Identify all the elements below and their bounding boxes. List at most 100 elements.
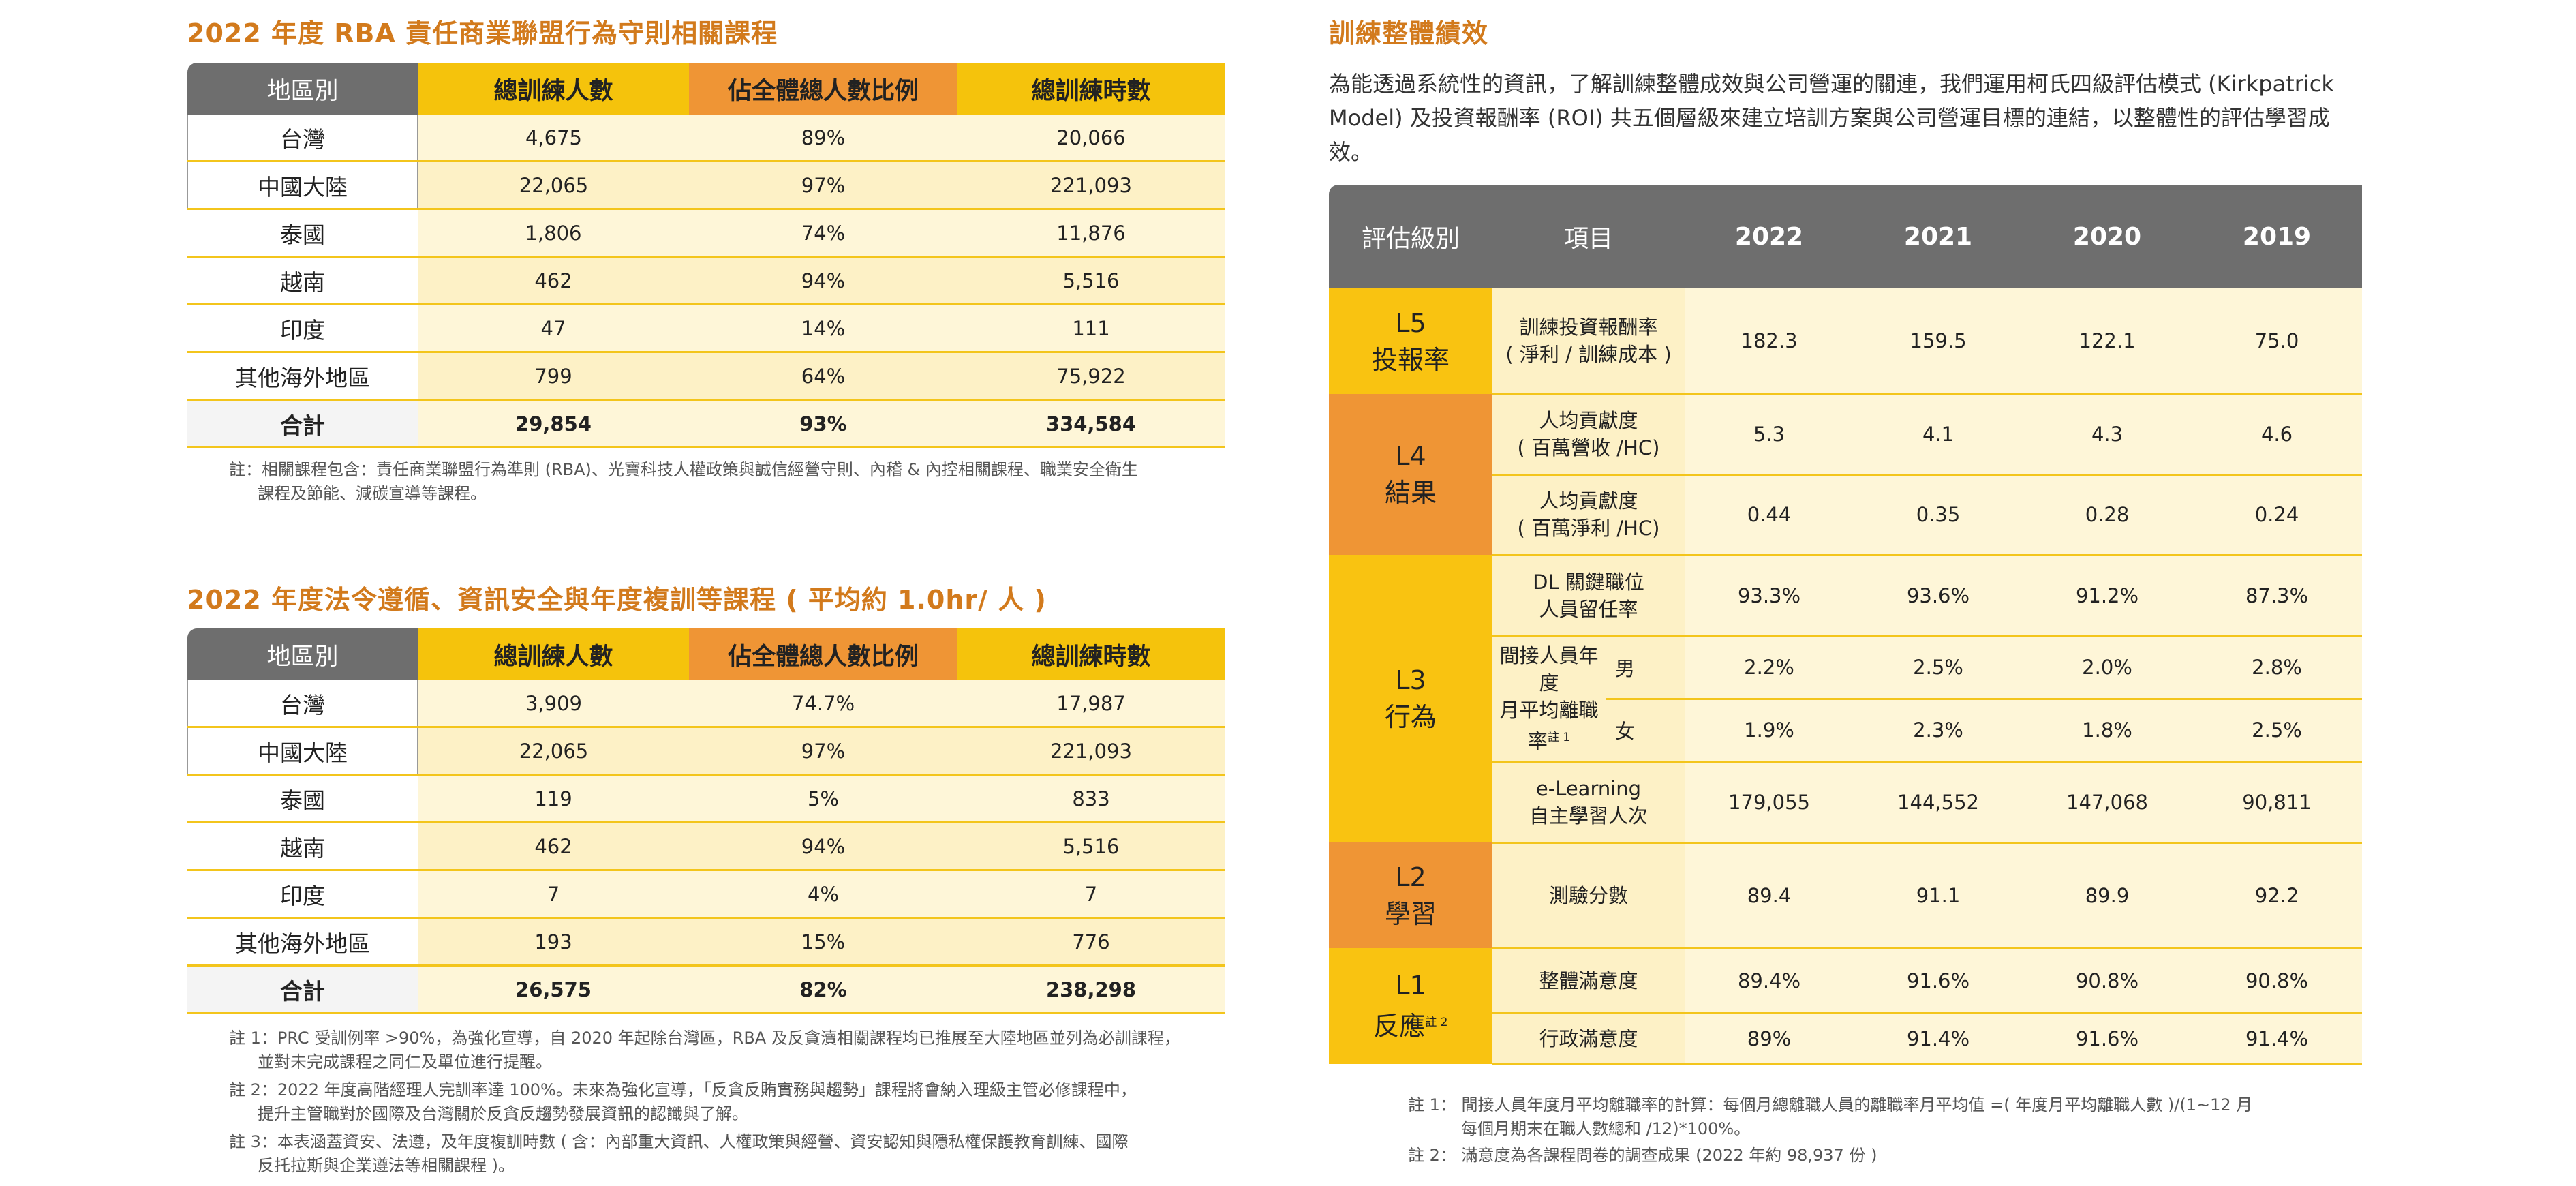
cell-value: 89% — [1685, 1013, 1854, 1065]
cell-value: 122.1 — [2023, 288, 2192, 395]
table-total-row: 合計 29,854 93% 334,584 — [187, 399, 1225, 448]
item-admin-satisfaction: 行政滿意度 — [1492, 1013, 1685, 1065]
table-row: 女 1.9% 2.3% 1.8% 2.5% — [1329, 699, 2363, 763]
table-header-row: 地區別 總訓練人數 佔全體總人數比例 總訓練時數 — [187, 63, 1225, 115]
cell-value: 91.4% — [1854, 1013, 2023, 1065]
note-3: 註 3：本表涵蓋資安、法遵，及年度複訓時數 ( 含：內部重大資訊、人權政策與經營… — [229, 1130, 1238, 1178]
section1-title: 2022 年度 RBA 責任商業聯盟行為守則相關課程 — [187, 18, 778, 48]
section2-notes: 註 1：PRC 受訓例率 >90%，為強化宣導，自 2020 年起除台灣區，RB… — [229, 1027, 1238, 1178]
header-region: 地區別 — [187, 63, 418, 115]
table-row: 中國大陸 22,065 97% 221,093 — [187, 161, 1225, 210]
cell-value: 91.6% — [1854, 948, 2023, 1014]
item-line: DL 關鍵職位 — [1533, 570, 1644, 594]
ratio-value: 74.7% — [689, 680, 957, 728]
note-line: 提升主管職對於國際及台灣關於反貪反趨勢發展資訊的認識與了解。 — [258, 1104, 748, 1123]
cell-value: 90.8% — [2023, 948, 2192, 1014]
cell-value: 0.28 — [2023, 474, 2192, 556]
region-name: 中國大陸 — [187, 727, 418, 776]
header-ratio: 佔全體總人數比例 — [689, 628, 957, 680]
table-row: 人均貢獻度 ( 百萬淨利 /HC) 0.44 0.35 0.28 0.24 — [1329, 474, 2363, 556]
note-2-marker: 註 2 — [1425, 1016, 1448, 1030]
ratio-value: 94% — [689, 822, 957, 871]
trainees-value: 4,675 — [418, 115, 689, 162]
item-line: 人均貢獻度 — [1539, 409, 1638, 432]
note-1-marker: 註 1 — [1547, 731, 1571, 745]
cell-value: 159.5 — [1854, 288, 2023, 395]
cell-value: 87.3% — [2192, 555, 2363, 637]
hours-value: 5,516 — [957, 822, 1225, 871]
cell-value: 89.4% — [1685, 948, 1854, 1014]
region-name: 其他海外地區 — [187, 917, 418, 967]
section3-notes: 註 1： 間接人員年度月平均離職率的計算：每個月總離職人員的離職率月平均值 =(… — [1408, 1093, 2362, 1168]
item-roi: 訓練投資報酬率 ( 淨利 / 訓練成本 ) — [1492, 288, 1685, 395]
header-total-trainees: 總訓練人數 — [418, 63, 689, 115]
level-label: 投報率 — [1371, 344, 1450, 375]
item-elearning: e-Learning 自主學習人次 — [1492, 761, 1685, 844]
note-line: 註 2：2022 年度高階經理人完訓率達 100%。未來為強化宣導，「反貪反賄實… — [229, 1080, 1137, 1099]
level-code: L3 — [1395, 665, 1426, 695]
item-line: 測驗分數 — [1549, 883, 1629, 907]
region-name: 印度 — [187, 870, 418, 919]
compliance-training-table: 地區別 總訓練人數 佔全體總人數比例 總訓練時數 台灣 3,909 74.7% … — [187, 628, 1225, 1014]
trainees-total: 29,854 — [418, 399, 689, 448]
note-2: 註 2： 滿意度為各課程問卷的調查成果 (2022 年約 98,937 份 ) — [1408, 1144, 2362, 1168]
item-test-score: 測驗分數 — [1492, 842, 1685, 949]
level-label: 行為 — [1384, 702, 1437, 732]
level-code: L5 — [1395, 307, 1426, 338]
note-line: 註 2： 滿意度為各課程問卷的調查成果 (2022 年約 98,937 份 ) — [1408, 1146, 1877, 1165]
header-total-hours: 總訓練時數 — [957, 63, 1225, 115]
cell-value: 144,552 — [1854, 761, 2023, 844]
trainees-value: 3,909 — [418, 680, 689, 728]
header-year: 2022 — [1685, 185, 1854, 288]
header-total-trainees: 總訓練人數 — [418, 628, 689, 680]
hours-total: 238,298 — [957, 965, 1225, 1014]
header-year: 2020 — [2023, 185, 2192, 288]
item-line: 訓練投資報酬率 — [1519, 315, 1658, 339]
header-region: 地區別 — [187, 628, 418, 680]
note-1: 註 1： 間接人員年度月平均離職率的計算：每個月總離職人員的離職率月平均值 =(… — [1408, 1093, 2362, 1141]
table-header-row: 評估級別 項目 2022 2021 2020 2019 — [1329, 185, 2363, 288]
trainees-value: 22,065 — [418, 727, 689, 776]
cell-value: 2.3% — [1854, 699, 2023, 763]
hours-total: 334,584 — [957, 399, 1225, 448]
section2-title: 2022 年度法令遵循、資訊安全與年度複訓等課程 ( 平均約 1.0hr/ 人 … — [187, 585, 1047, 615]
table-row: 泰國 1,806 74% 11,876 — [187, 209, 1225, 258]
item-line: 間接人員年度 — [1499, 644, 1599, 695]
ratio-value: 94% — [689, 256, 957, 305]
table-row: L4 結果 人均貢獻度 ( 百萬營收 /HC) 5.3 4.1 4.3 4.6 — [1329, 394, 2363, 555]
item-line: 人均貢獻度 — [1539, 489, 1638, 513]
table-row: L1 反應註 2 整體滿意度 89.4% 91.6% 90.8% 90.8% — [1329, 948, 2363, 1064]
level-label: 反應 — [1373, 1011, 1426, 1041]
region-name: 泰國 — [187, 774, 418, 823]
section3-description: 為能透過系統性的資訊，了解訓練整體成效與公司營運的關連，我們運用柯氏四級評估模式… — [1329, 71, 2334, 165]
header-year: 2019 — [2192, 185, 2363, 288]
table-row: 間接人員年度 月平均離職率註 1 男 2.2% 2.5% 2.0% 2.8% — [1329, 636, 2363, 763]
cell-value: 92.2 — [2192, 842, 2363, 949]
cell-value: 1.8% — [2023, 699, 2192, 763]
table-total-row: 合計 26,575 82% 238,298 — [187, 965, 1225, 1014]
header-total-hours: 總訓練時數 — [957, 628, 1225, 680]
total-label: 合計 — [187, 399, 418, 448]
table-row: 台灣 4,675 89% 20,066 — [187, 115, 1225, 162]
ratio-value: 89% — [689, 115, 957, 162]
training-performance-table: 評估級別 項目 2022 2021 2020 2019 L5 投報率 訓練投資報… — [1329, 185, 2363, 1065]
trainees-value: 462 — [418, 822, 689, 871]
cell-value: 91.2% — [2023, 555, 2192, 637]
region-name: 越南 — [187, 256, 418, 305]
hours-value: 111 — [957, 304, 1225, 353]
level-label: 結果 — [1384, 478, 1437, 508]
table-row: 越南 462 94% 5,516 — [187, 256, 1225, 305]
cell-value: 93.3% — [1685, 555, 1854, 637]
cell-value: 91.4% — [2192, 1013, 2363, 1065]
note-line: 並對未完成課程之同仁及單位進行提醒。 — [258, 1052, 552, 1071]
header-ratio: 佔全體總人數比例 — [689, 63, 957, 115]
note-line: 註 1：PRC 受訓例率 >90%，為強化宣導，自 2020 年起除台灣區，RB… — [229, 1029, 1180, 1048]
cell-value: 182.3 — [1685, 288, 1854, 395]
trainees-value: 119 — [418, 774, 689, 823]
cell-value: 2.5% — [1854, 636, 2023, 700]
level-l5: L5 投報率 — [1329, 288, 1492, 394]
cell-value: 4.6 — [2192, 394, 2363, 476]
note-1: 註 1：PRC 受訓例率 >90%，為強化宣導，自 2020 年起除台灣區，RB… — [229, 1027, 1238, 1074]
table-row: 印度 7 4% 7 — [187, 870, 1225, 919]
note-line: 反托拉斯與企業遵法等相關課程 )。 — [258, 1156, 515, 1175]
